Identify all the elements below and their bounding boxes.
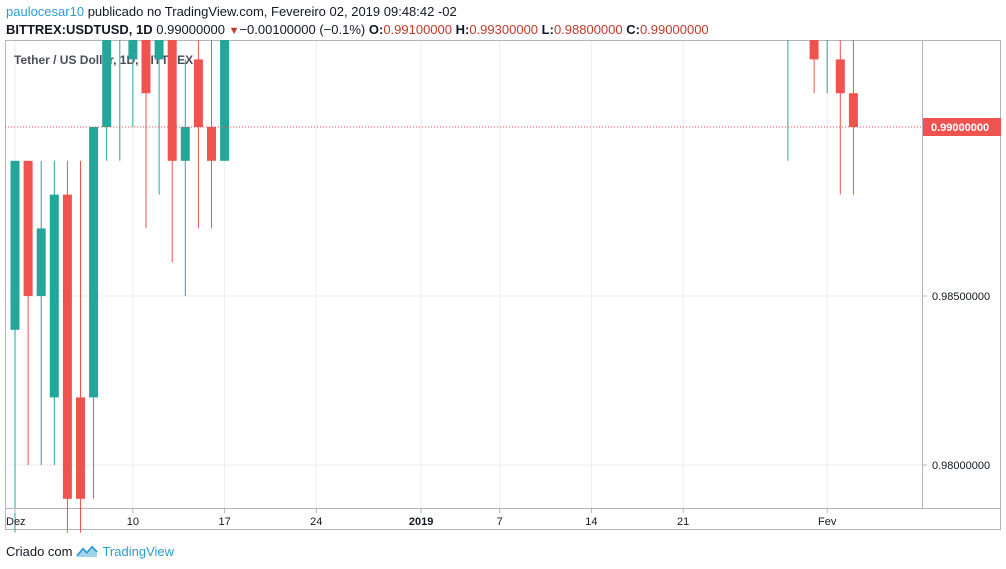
candle-body	[835, 59, 845, 94]
low-label: L:	[541, 22, 554, 37]
current-price-tag	[923, 118, 1001, 136]
price-change: −0.00100000 (−0.1%)	[239, 22, 366, 37]
x-tick-label: 21	[677, 516, 689, 528]
candle-body	[62, 194, 72, 499]
tradingview-brand-link[interactable]: TradingView	[102, 544, 175, 559]
current-price-label: 0.99000000	[931, 122, 989, 134]
candle-body	[102, 40, 112, 127]
candle-body	[809, 40, 819, 60]
x-tick-label: 17	[218, 516, 230, 528]
candle-body	[89, 127, 99, 398]
close-value: 0.99000000	[639, 22, 709, 37]
current-price-layer: 0.99000000	[5, 118, 1001, 136]
created-with-text: Criado com	[6, 544, 73, 559]
down-arrow-icon: ▼	[228, 25, 240, 37]
footer: Criado com TradingView	[6, 544, 174, 559]
symbol-info-bar: BITTREX:USDTUSD, 1D 0.99000000 ▼−0.00100…	[6, 22, 709, 37]
x-tick-label: Dez	[6, 516, 26, 528]
x-tick-label: Fev	[818, 516, 837, 528]
high-value: 0.99300000	[469, 22, 539, 37]
candle-body	[180, 127, 190, 161]
x-tick-label: 7	[497, 516, 503, 528]
candle-body	[128, 40, 138, 60]
close-label: C:	[626, 22, 640, 37]
chart-grid	[5, 40, 922, 508]
high-label: H:	[455, 22, 470, 37]
y-tick-label: 0.98000000	[932, 460, 990, 472]
published-text: publicado no TradingView.com, Fevereiro …	[87, 4, 457, 19]
candle-body	[220, 40, 230, 161]
y-tick-label: 0.98500000	[932, 291, 990, 303]
x-tick-label: 2019	[409, 516, 433, 528]
tradingview-logo-icon	[76, 545, 99, 557]
x-tick-label: 24	[310, 516, 322, 528]
x-tick-label: 10	[127, 516, 139, 528]
author-link[interactable]: paulocesar10	[6, 4, 85, 19]
publish-info: paulocesar10 publicado no TradingView.co…	[6, 4, 457, 19]
last-price: 0.99000000	[156, 22, 225, 37]
candle-body	[23, 160, 33, 296]
candle-body	[193, 59, 203, 127]
x-tick-label: 14	[585, 516, 597, 528]
candle-body	[36, 228, 46, 296]
time-axis: Dez 10 17 24 2019 7 14 21 Fev	[6, 508, 837, 528]
open-value: 0.99100000	[383, 22, 452, 37]
candle-body	[49, 194, 59, 398]
candles-layer	[10, 40, 858, 533]
candle-body	[154, 40, 164, 60]
candle-body	[207, 127, 216, 161]
price-axis: 0.980000000.985000000.990000000.99500000…	[922, 122, 990, 472]
symbol-label: BITTREX:USDTUSD, 1D	[6, 22, 153, 37]
candle-body	[76, 397, 85, 499]
candle-body	[848, 93, 858, 127]
open-label: O:	[368, 22, 384, 37]
chart-frame	[5, 40, 1001, 530]
candle-body	[10, 160, 20, 330]
candle-body	[167, 40, 177, 161]
candle-body	[141, 40, 151, 94]
low-value: 0.98800000	[553, 22, 623, 37]
candlestick-chart[interactable]: Tether / US Dollar, 1D, BITTREX 0.980000…	[0, 40, 1006, 536]
